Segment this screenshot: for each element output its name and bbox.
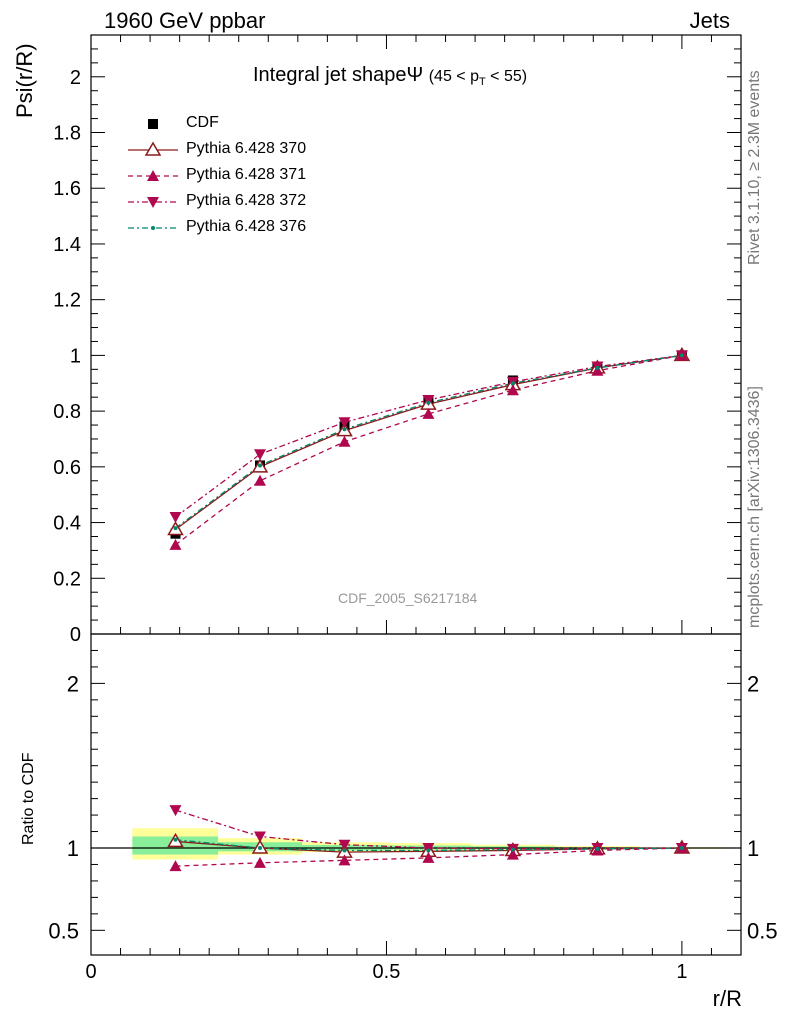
main-point-pythia-6428-376 bbox=[595, 365, 600, 370]
ratio-point-pythia-6428-376 bbox=[173, 837, 178, 842]
ratio-y-axis-label: Ratio to CDF bbox=[20, 752, 37, 845]
title-sub-t: T bbox=[478, 76, 486, 89]
legend-marker bbox=[147, 170, 159, 181]
legend-label-376: Pythia 6.428 376 bbox=[186, 218, 307, 235]
header-energy-label: 1960 GeV ppbar bbox=[104, 8, 266, 33]
legend-marker bbox=[148, 119, 158, 129]
title-sub-start: (45 < p bbox=[428, 68, 479, 85]
main-point-pythia-6428-371 bbox=[338, 435, 351, 447]
ratio-point-pythia-6428-376 bbox=[258, 846, 262, 850]
legend-label-371: Pythia 6.428 371 bbox=[186, 166, 307, 183]
legend bbox=[128, 119, 178, 230]
ratio-point-pythia-6428-371 bbox=[338, 854, 351, 866]
main-point-pythia-6428-371 bbox=[506, 384, 519, 396]
main-point-pythia-6428-371 bbox=[169, 538, 182, 550]
ratio-y-tick-label-right: 2 bbox=[747, 671, 759, 696]
main-point-pythia-6428-372 bbox=[422, 394, 435, 406]
legend-label-372: Pythia 6.428 372 bbox=[186, 192, 307, 209]
main-line-pythia-6428-372 bbox=[175, 354, 682, 518]
mcplots-credit-label: mcplots.cern.ch [arXiv:1306.3436] bbox=[746, 386, 763, 628]
main-point-pythia-6428-371 bbox=[254, 474, 266, 486]
ratio-point-pythia-6428-371 bbox=[169, 860, 182, 872]
legend-label-cdf: CDF bbox=[186, 114, 219, 131]
rivet-version-label: Rivet 3.1.10, ≥ 2.3M events bbox=[746, 70, 763, 265]
analysis-id-watermark: CDF_2005_S6217184 bbox=[338, 590, 478, 606]
plot-title: Integral jet shapeΨ (45 < pT < 55) bbox=[253, 64, 527, 88]
x-tick-label: 1 bbox=[676, 961, 687, 983]
main-y-tick-label: 1.2 bbox=[53, 290, 81, 312]
main-y-tick-label: 0.8 bbox=[53, 401, 81, 423]
ratio-y-tick-label: 1 bbox=[67, 836, 79, 861]
main-y-tick-label: 1.4 bbox=[53, 234, 81, 256]
title-sub: (45 < pT < 55) bbox=[428, 68, 528, 89]
main-y-tick-label: 1.6 bbox=[53, 178, 81, 200]
main-point-pythia-6428-376 bbox=[342, 427, 347, 432]
main-line-pythia-6428-376 bbox=[175, 354, 683, 529]
ratio-point-pythia-6428-376 bbox=[342, 848, 347, 853]
ratio-y-tick-label-right: 1 bbox=[747, 836, 759, 861]
ratio-point-pythia-6428-371 bbox=[254, 856, 266, 868]
main-y-tick-label: 1 bbox=[70, 345, 81, 367]
main-point-pythia-6428-372 bbox=[338, 417, 351, 429]
main-point-pythia-6428-376 bbox=[679, 353, 684, 358]
ratio-panel-frame bbox=[90, 633, 742, 956]
ratio-point-pythia-6428-376 bbox=[426, 848, 431, 853]
main-line-pythia-6428-370 bbox=[175, 354, 683, 531]
header-process-label: Jets bbox=[689, 8, 730, 33]
main-y-tick-label: 1.8 bbox=[53, 123, 81, 145]
main-y-tick-label: 0.2 bbox=[53, 568, 81, 590]
main-point-pythia-6428-376 bbox=[510, 381, 515, 386]
main-point-pythia-6428-372 bbox=[254, 449, 266, 461]
ratio-point-pythia-6428-376 bbox=[679, 846, 684, 850]
ratio-point-pythia-6428-372 bbox=[254, 831, 266, 843]
legend-label-370: Pythia 6.428 370 bbox=[186, 140, 307, 157]
ratio-point-pythia-6428-376 bbox=[595, 846, 600, 851]
ratio-y-tick-label: 0.5 bbox=[48, 918, 79, 943]
main-y-tick-label: 2 bbox=[70, 67, 81, 89]
title-main: Integral jet shapeΨ bbox=[253, 64, 424, 86]
ratio-y-tick-label: 2 bbox=[67, 671, 79, 696]
title-sub-end: < 55) bbox=[485, 68, 528, 85]
ratio-point-pythia-6428-372 bbox=[169, 805, 182, 817]
x-tick-label: 0.5 bbox=[373, 961, 401, 983]
ratio-point-pythia-6428-372 bbox=[338, 839, 351, 851]
main-y-tick-label: 0 bbox=[70, 624, 81, 646]
ratio-y-tick-label-right: 0.5 bbox=[747, 918, 778, 943]
axis-ticks bbox=[90, 35, 742, 955]
x-tick-label: 0 bbox=[85, 961, 96, 983]
main-point-pythia-6428-376 bbox=[426, 400, 431, 405]
x-axis-label: r/R bbox=[712, 986, 742, 1011]
tick-labels: 0 0.2 0.4 0.6 0.8 1 1.2 1.4 1.6 1.8 2 0.5 0.5 1 1 2 2 0 0.… bbox=[48, 67, 777, 983]
main-y-tick-label: 0.6 bbox=[53, 457, 81, 479]
main-point-pythia-6428-376 bbox=[173, 526, 178, 531]
main-y-tick-label: 0.4 bbox=[53, 513, 81, 535]
main-point-pythia-6428-371 bbox=[422, 407, 435, 419]
main-y-axis-label: Psi(r/R) bbox=[12, 43, 37, 118]
main-point-pythia-6428-372 bbox=[169, 511, 182, 523]
main-point-pythia-6428-376 bbox=[258, 463, 262, 468]
data-series bbox=[167, 346, 691, 872]
ratio-point-pythia-6428-376 bbox=[510, 847, 515, 852]
legend-marker bbox=[147, 197, 159, 208]
main-line-pythia-6428-371 bbox=[175, 354, 683, 546]
legend-marker bbox=[151, 226, 155, 230]
legend-marker bbox=[144, 141, 162, 156]
ratio-point-pythia-6428-371 bbox=[422, 851, 435, 863]
